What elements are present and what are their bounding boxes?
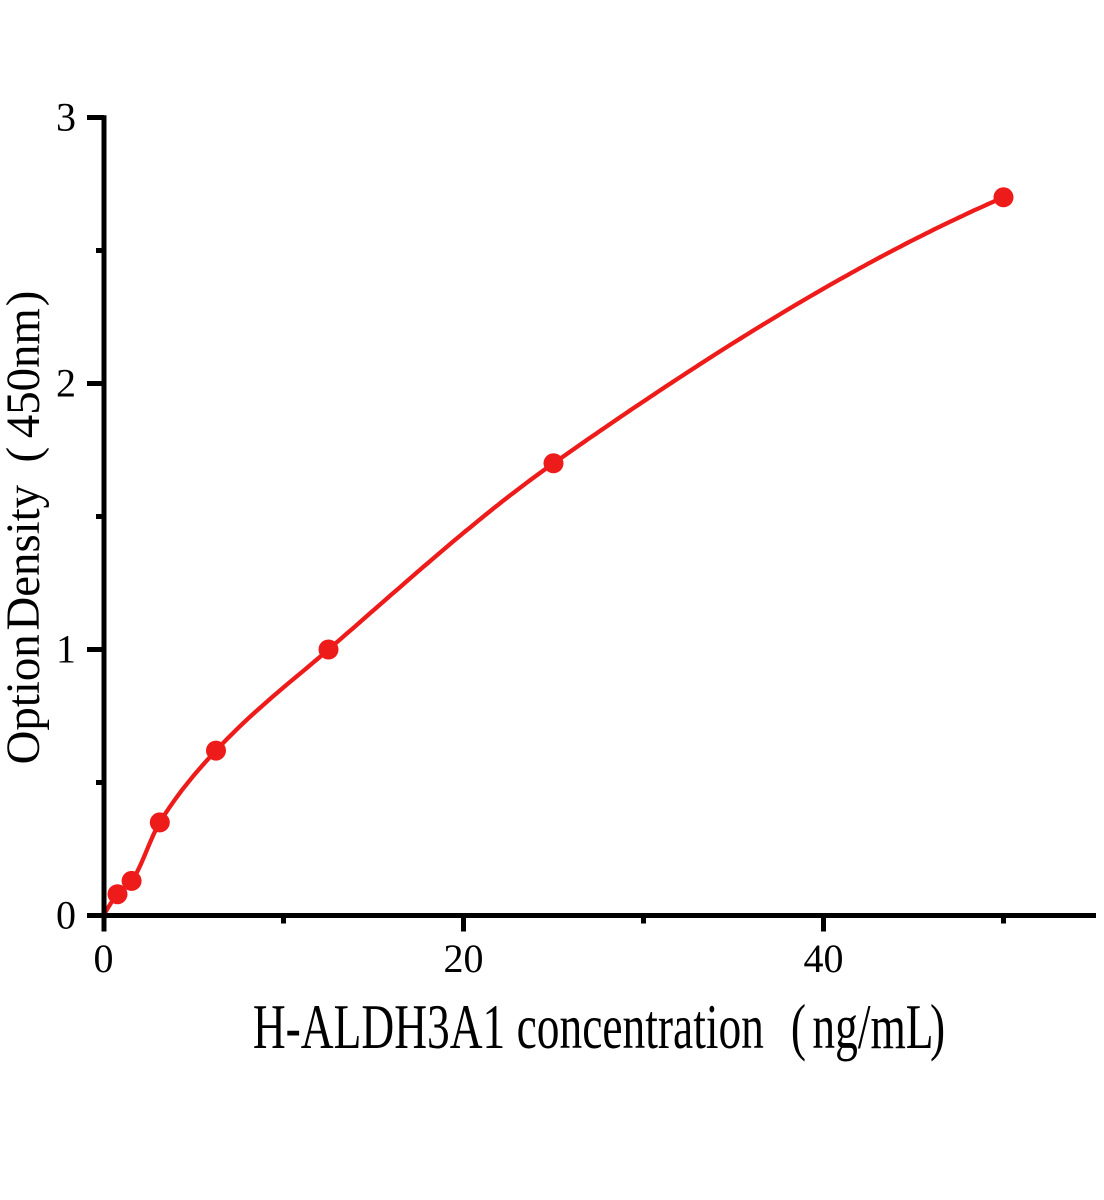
svg-text:40: 40: [804, 936, 844, 981]
svg-text:H-ALDH3A1 concentration(ng/mL): H-ALDH3A1 concentration (ng/mL): [253, 993, 945, 1063]
svg-text:Option Density(450nm): Option Density(450nm): [0, 291, 50, 765]
svg-text:0: 0: [56, 893, 76, 938]
svg-text:2: 2: [56, 361, 76, 406]
svg-text:0: 0: [94, 936, 114, 981]
svg-text:1: 1: [56, 627, 76, 672]
svg-text:20: 20: [444, 936, 484, 981]
svg-text:3: 3: [56, 95, 76, 140]
